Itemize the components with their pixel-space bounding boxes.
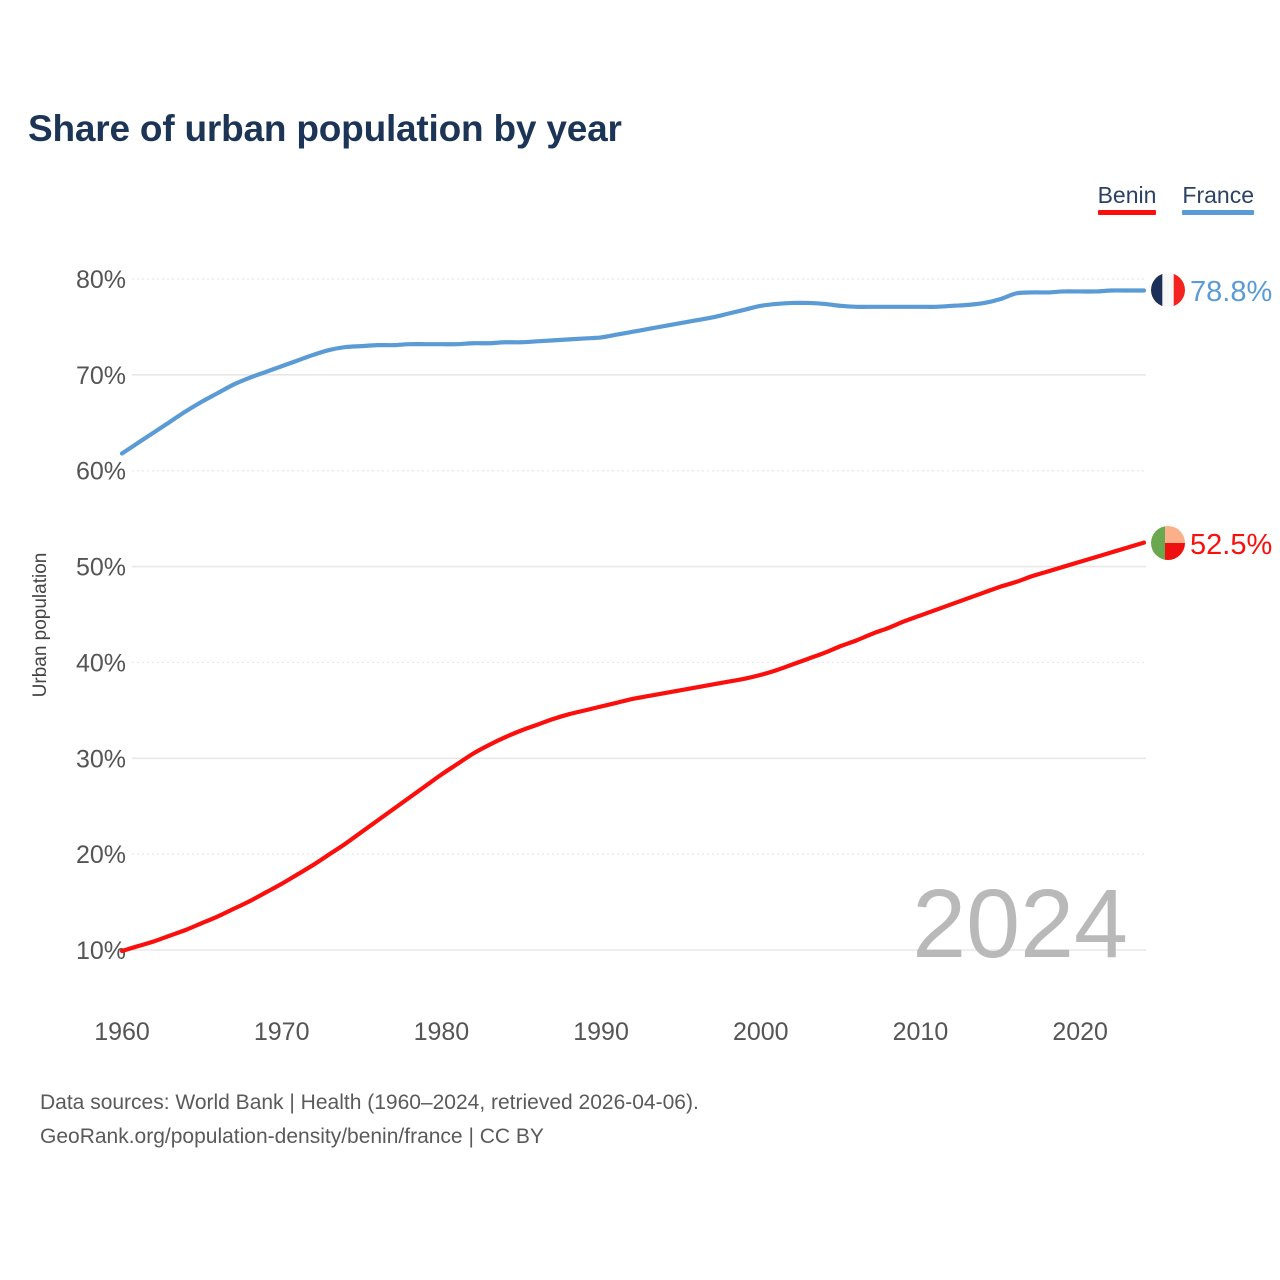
y-axis-title: Urban population [30,553,51,698]
x-axis-tick-label: 1960 [94,1018,150,1046]
x-axis-tick-labels: 1960 1970 1980 1990 2000 2010 2020 [94,1018,1108,1046]
series-line-benin [119,540,1147,954]
endpoint-marker-france[interactable]: 78.8% [1151,273,1272,308]
legend-color-rule-france [1182,210,1254,216]
x-axis-tick-label: 1980 [414,1018,470,1046]
y-axis-tick-label: 40% [76,649,126,677]
x-axis-tick-label: 2020 [1052,1018,1108,1046]
series-line-france [119,288,1147,456]
flag-france-icon [1151,273,1185,307]
x-axis-tick-label: 1990 [573,1018,629,1046]
footer-line-url: GeoRank.org/population-density/benin/fra… [40,1125,544,1149]
legend-item-france[interactable]: France [1182,182,1254,216]
page-title: Share of urban population by year [28,108,622,149]
y-axis-tick-labels: 10% 20% 30% 40% 50% 60% 70% 80% [76,266,126,965]
y-axis-tick-label: 30% [76,745,126,773]
y-axis-tick-label: 10% [76,937,126,965]
legend-color-rule-benin [1097,210,1157,216]
footer-attribution: Data sources: World Bank | Health (1960–… [40,1086,699,1154]
legend-item-label: Benin [1097,182,1157,208]
endpoint-marker-benin[interactable]: 52.5% [1151,526,1272,561]
endpoint-value-france: 78.8% [1190,276,1272,308]
y-axis-tick-label: 60% [76,458,126,486]
gridlines [132,278,1146,951]
y-axis-tick-label: 70% [76,362,126,390]
legend-item-label: France [1182,182,1254,208]
x-axis-tick-label: 1970 [254,1018,310,1046]
x-axis-tick-label: 2010 [893,1018,949,1046]
chart-legend: Benin France [1097,182,1254,216]
endpoint-value-benin: 52.5% [1190,529,1272,561]
x-axis-tick-label: 2000 [733,1018,789,1046]
flag-benin-icon [1151,526,1185,560]
y-axis-tick-label: 20% [76,841,126,869]
footer-line-sources: Data sources: World Bank | Health (1960–… [40,1091,699,1114]
y-axis-tick-label: 50% [76,554,126,582]
y-axis-tick-label: 80% [76,266,126,294]
legend-item-benin[interactable]: Benin [1097,182,1157,216]
watermark-year: 2024 [912,869,1128,978]
